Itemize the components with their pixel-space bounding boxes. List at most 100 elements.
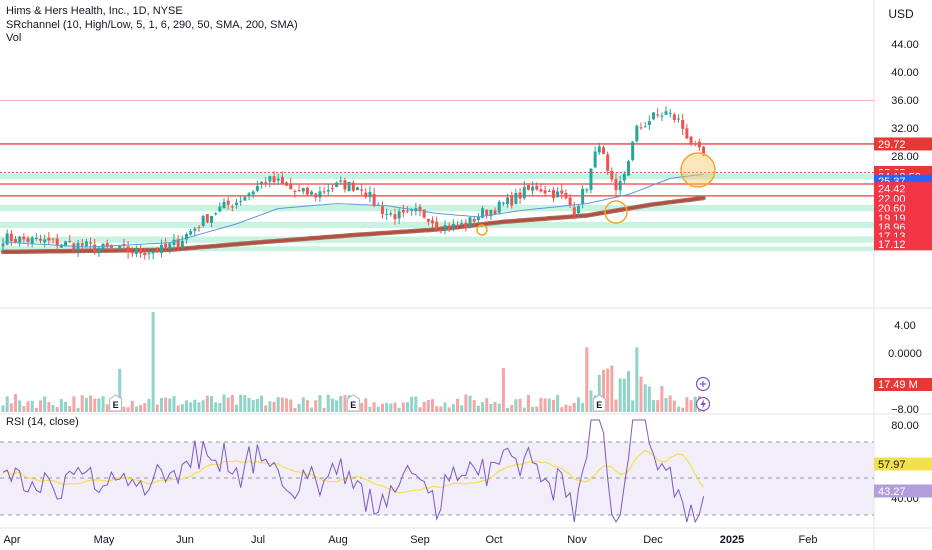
price-level-badge-bg [874,237,932,251]
candle-body [368,191,372,198]
candle-body [318,191,322,198]
volume-bar [547,398,551,412]
volume-bar [689,400,693,412]
volume-bar [184,400,188,412]
volume-bar [14,394,18,412]
rsi-indicator-label[interactable]: RSI (14, close) [6,416,79,428]
volume-bar [280,397,284,412]
candle-body [501,202,505,204]
candle-body [39,238,43,241]
volume-bar [210,396,213,412]
candle-body [564,192,568,199]
volume-bar [239,394,243,412]
candle-body [364,192,368,197]
volume-bar [597,374,601,412]
candle-body [385,213,389,215]
volume-bar [243,395,247,412]
volume-bar [556,394,560,412]
volume-bar [677,406,681,412]
candle-body [109,244,113,248]
volume-bar [514,399,518,412]
volume-bar [397,407,401,412]
candle-body [22,236,26,240]
earnings-marker-label: E [113,400,119,410]
volume-bar [385,402,389,412]
volume-bar [439,406,443,412]
candle-body [247,193,251,197]
candle-body [622,173,626,181]
candle-body [514,193,518,204]
volume-bar [18,400,22,412]
volume-bar [335,400,339,412]
rsi-ma-line [2,449,705,494]
volume-bar [693,396,697,412]
candle-body [360,189,364,191]
volume-bar [235,404,239,412]
price-level-badge: 29.72 [874,137,932,151]
rsi-band [0,442,874,515]
candle-body [447,225,451,231]
candle-body [551,189,555,199]
candle-body [255,185,259,191]
candle-body [159,244,163,254]
candle-body [251,191,255,195]
candle-body [297,190,301,192]
price-tick-label: 40.00 [891,67,919,79]
candle-body [510,196,514,206]
volume-bar [681,407,685,412]
volume-bar [585,347,589,412]
candle-body [572,207,576,216]
volume-bar [627,371,630,412]
volume-bar [405,402,409,412]
volume-bar [272,401,276,412]
volume-bar [151,312,155,412]
candle-body [489,210,493,217]
volume-bar [218,402,222,412]
candle-body [627,161,630,176]
candle-body [5,233,9,245]
volume-indicator-label[interactable]: Vol [6,32,22,44]
volume-bar [639,376,643,412]
volume-bar [310,407,314,412]
volume-bar [285,398,289,412]
candle-body [176,239,180,248]
earnings-marker-shape [346,394,360,412]
candle-body [55,238,59,246]
volume-bar [543,398,547,412]
volume-bar [460,405,464,412]
time-tick-label: Nov [567,534,587,546]
candle-body [147,253,151,255]
volume-bar [68,406,72,412]
price-level-badge: 17.12 [874,237,932,251]
volume-bar [164,397,168,412]
support-zone [0,246,874,252]
price-level-badge-bg [874,182,932,196]
srchannel-indicator-label[interactable]: SRchannel (10, High/Low, 5, 1, 6, 290, 5… [6,19,298,31]
volume-bar [222,394,226,412]
volume-bar [318,395,322,412]
candle-body [464,222,468,228]
time-tick-label: Apr [3,534,20,546]
volume-bar [89,395,93,412]
volume-bar [47,401,51,412]
price-level-badge-text: 17.12 [878,239,906,251]
volume-bar [472,400,476,412]
candle-body [472,218,476,222]
alert-plus-icon-glyph [700,381,706,387]
candle-body [214,213,218,215]
volume-bar [251,400,255,412]
volume-bar [5,396,9,412]
currency-button[interactable]: USD [888,7,914,21]
sma50-line [2,173,704,248]
candle-body [685,128,689,139]
volume-bar [205,395,209,412]
candle-body [493,210,497,215]
candle-body [547,190,551,192]
volume-bar [26,401,30,412]
volume-bar [493,401,497,412]
candle-body [155,249,159,253]
candle-body [593,151,597,168]
volume-bar [97,398,101,412]
time-tick-label: Jun [176,534,194,546]
